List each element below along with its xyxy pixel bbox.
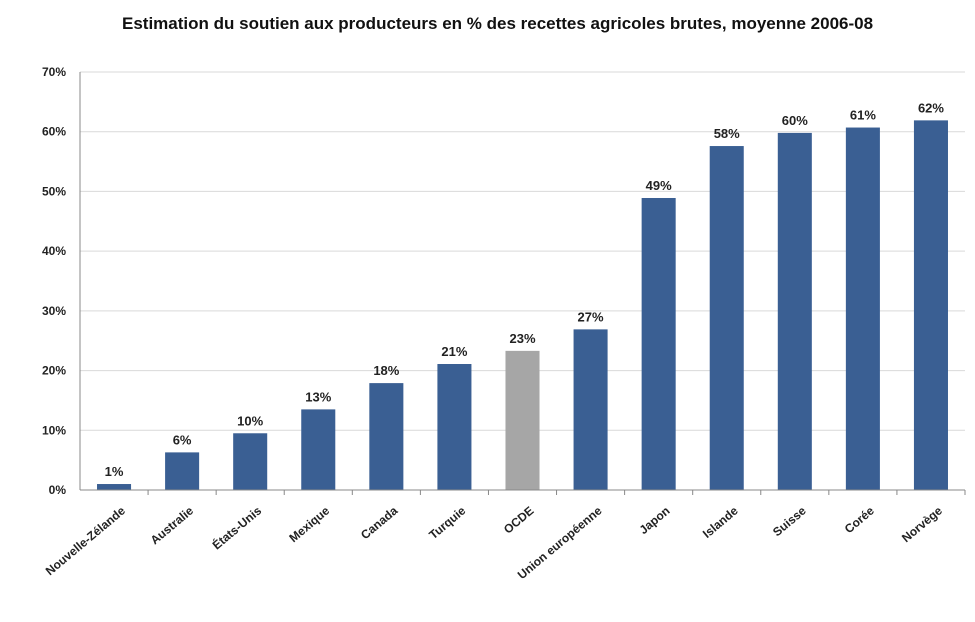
bar-États-Unis bbox=[233, 433, 267, 490]
y-tick-label: 30% bbox=[42, 304, 66, 318]
x-tick-label: États-Unis bbox=[209, 503, 264, 553]
bars bbox=[97, 120, 948, 490]
data-label: 62% bbox=[918, 100, 944, 115]
bar-Nouvelle-Zélande bbox=[97, 484, 131, 490]
x-tick-label: Suisse bbox=[770, 503, 809, 539]
data-label: 60% bbox=[782, 113, 808, 128]
y-tick-label: 0% bbox=[49, 483, 67, 497]
bar-Mexique bbox=[301, 409, 335, 490]
bar-Islande bbox=[710, 146, 744, 490]
bar-Canada bbox=[369, 383, 403, 490]
data-label: 61% bbox=[850, 108, 876, 123]
data-label: 21% bbox=[441, 344, 467, 359]
x-tick-label: Islande bbox=[700, 503, 741, 541]
axes: 0% 10% 20% 30% 40% 50% 60% 70% Nouvelle-Zélande A… bbox=[42, 65, 965, 582]
x-tick-label: Turquie bbox=[426, 503, 468, 542]
y-tick-label: 70% bbox=[42, 65, 66, 79]
x-tick-label: Norvège bbox=[899, 503, 945, 545]
bar-Japon bbox=[642, 198, 676, 490]
bar-Australie bbox=[165, 452, 199, 490]
x-tick-label: Mexique bbox=[286, 503, 332, 545]
y-tick-label: 60% bbox=[42, 125, 66, 139]
bar-Turquie bbox=[437, 364, 471, 490]
data-label: 49% bbox=[646, 178, 672, 193]
y-tick-label: 10% bbox=[42, 423, 66, 437]
bar-Union européenne bbox=[574, 329, 608, 490]
data-label: 58% bbox=[714, 126, 740, 141]
bar-Suisse bbox=[778, 133, 812, 490]
data-label: 13% bbox=[305, 389, 331, 404]
data-label: 18% bbox=[373, 363, 399, 378]
data-label: 1% bbox=[105, 464, 124, 479]
x-tick-label: OCDE bbox=[501, 504, 537, 537]
y-tick-label: 50% bbox=[42, 184, 66, 198]
x-tick-label: Canada bbox=[358, 503, 400, 542]
data-label: 23% bbox=[509, 331, 535, 346]
y-tick-label: 40% bbox=[42, 244, 66, 258]
data-label: 27% bbox=[578, 309, 604, 324]
bar-Norvège bbox=[914, 120, 948, 490]
x-tick-label: Nouvelle-Zélande bbox=[43, 503, 128, 578]
x-tick-label: Japon bbox=[637, 504, 673, 537]
bar-OCDE bbox=[505, 351, 539, 490]
y-tick-label: 20% bbox=[42, 364, 66, 378]
x-tick-label: Australie bbox=[148, 503, 197, 547]
bar-Corée bbox=[846, 128, 880, 490]
data-label: 6% bbox=[173, 432, 192, 447]
x-tick-label: Corée bbox=[842, 503, 877, 536]
data-label: 10% bbox=[237, 413, 263, 428]
